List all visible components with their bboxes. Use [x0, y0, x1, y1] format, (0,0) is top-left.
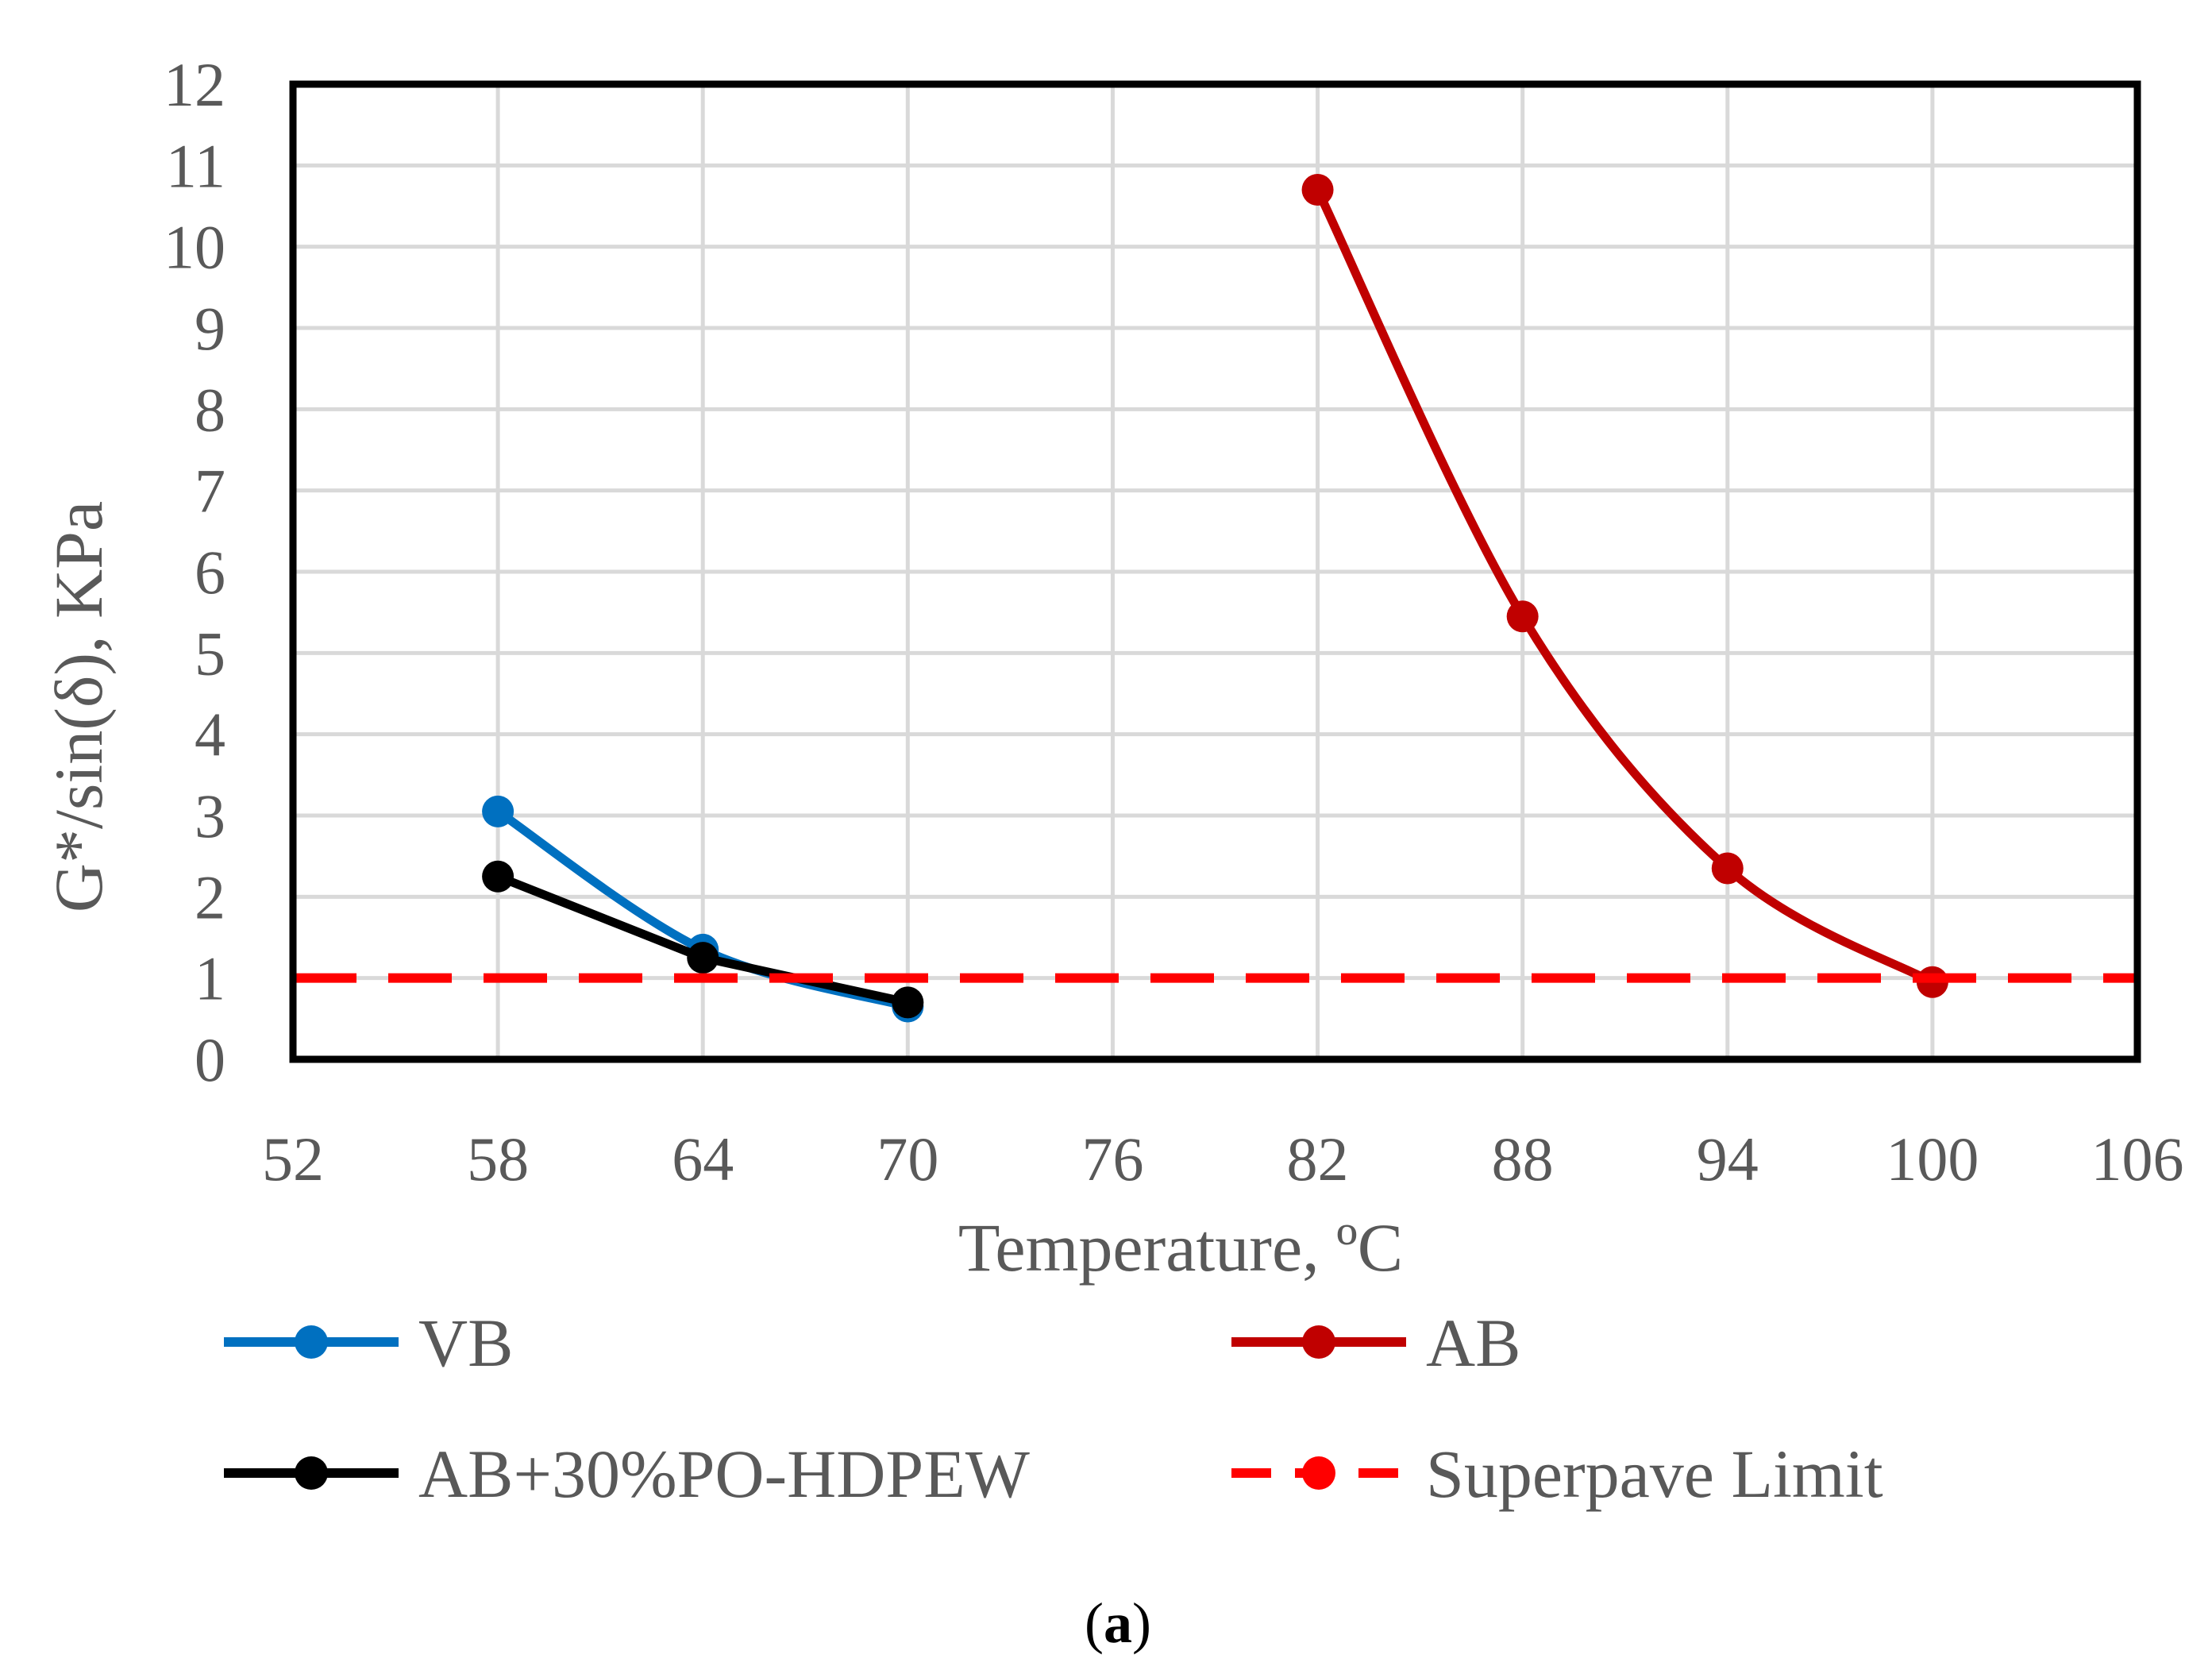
data-point: [1506, 600, 1539, 633]
y-tick-label: 12: [164, 50, 225, 119]
x-tick-label: 82: [1287, 1124, 1349, 1194]
series-line: [1313, 185, 1937, 987]
data-point: [687, 942, 719, 974]
legend-item-ab: AB: [1231, 1305, 1520, 1381]
x-tick-label: 88: [1492, 1124, 1554, 1194]
legend-item-vb: VB: [224, 1305, 513, 1381]
legend-swatch-marker: [1302, 1325, 1335, 1359]
x-tick-label: 52: [262, 1124, 324, 1194]
x-tick-labels: 52 58 64 70 76 82 88 94 100 106: [262, 1124, 2184, 1194]
grid-lines: [291, 82, 2140, 1062]
y-tick-label: 2: [195, 862, 225, 931]
y-tick-label: 3: [195, 781, 225, 850]
series-ab-30-po-hdpew: [482, 860, 924, 1019]
x-tick-label: 94: [1697, 1124, 1759, 1194]
x-tick-label: 100: [1886, 1124, 1979, 1194]
data-point: [1711, 852, 1744, 885]
x-tick-label: 58: [467, 1124, 529, 1194]
legend-label: Superpave Limit: [1426, 1436, 1883, 1512]
series-layer: [293, 174, 2137, 1023]
data-point: [1301, 174, 1334, 206]
plot-frame: [289, 80, 2141, 1063]
y-tick-label: 0: [195, 1025, 225, 1094]
x-tick-label: 106: [2091, 1124, 2184, 1194]
y-tick-label: 6: [195, 538, 225, 607]
data-point: [482, 860, 514, 893]
y-tick-label: 1: [195, 944, 225, 1013]
legend-item-ab-30-po-hdpew: AB+30%PO-HDPEW: [224, 1436, 1030, 1512]
data-point: [892, 986, 924, 1019]
figure-caption: (a): [1085, 1591, 1151, 1655]
y-tick-label: 8: [195, 375, 225, 444]
y-axis-title: G*/sin(δ), KPa: [40, 501, 117, 912]
legend-item-superpave-limit: Superpave Limit: [1231, 1436, 1883, 1512]
series-ab: [1301, 174, 1948, 998]
x-axis-title: Temperature, ºC: [958, 1209, 1403, 1286]
y-tick-label: 4: [195, 700, 225, 769]
legend-label: VB: [418, 1305, 513, 1381]
legend: VB AB AB+30%PO-HDPEW Superpave Limit: [224, 1305, 1883, 1512]
data-point: [482, 795, 514, 827]
legend-label: AB: [1426, 1305, 1520, 1381]
y-tick-label: 11: [166, 131, 225, 200]
y-tick-label: 9: [195, 294, 225, 363]
legend-swatch-marker: [295, 1456, 328, 1490]
y-tick-label: 5: [195, 619, 225, 688]
x-tick-label: 76: [1081, 1124, 1143, 1194]
y-tick-label: 10: [164, 213, 225, 282]
legend-swatch-marker: [1302, 1456, 1335, 1490]
legend-swatch-marker: [295, 1325, 328, 1359]
x-tick-label: 64: [672, 1124, 734, 1194]
legend-label: AB+30%PO-HDPEW: [418, 1436, 1030, 1512]
y-tick-label: 7: [195, 457, 225, 526]
x-tick-label: 70: [877, 1124, 938, 1194]
